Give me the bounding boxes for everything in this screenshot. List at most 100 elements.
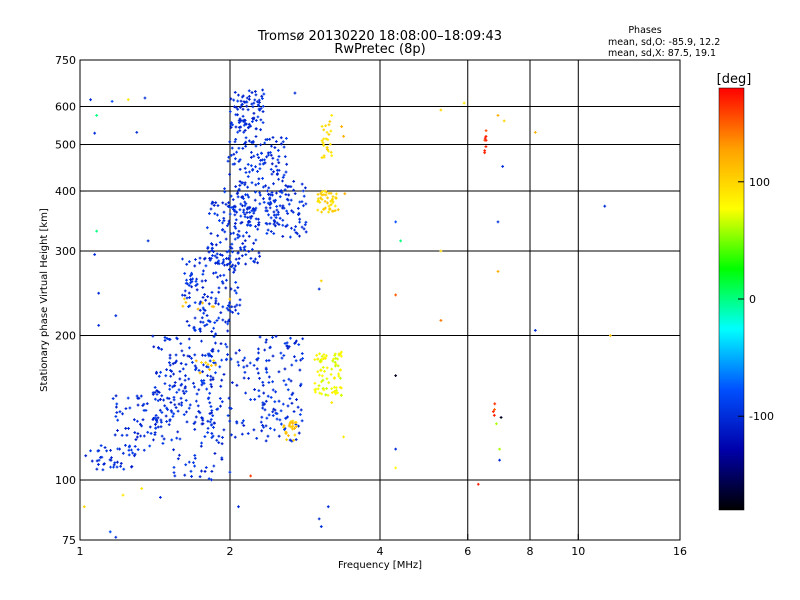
data-point [257,351,260,355]
data-point [194,415,198,419]
data-point [238,303,242,307]
data-point [257,223,260,227]
data-point [394,447,398,451]
data-point [173,361,177,365]
data-point [140,487,144,490]
data-point [128,406,132,410]
data-point [271,156,275,160]
data-point [258,167,262,171]
data-point [261,403,265,407]
data-point [330,367,334,371]
data-point [159,370,162,374]
data-point [237,146,241,150]
data-point [175,337,179,341]
data-point [112,465,115,469]
data-point [226,224,229,228]
data-point [165,406,169,410]
data-point [300,352,304,355]
data-point [243,245,247,249]
data-point [233,237,237,241]
colorbar-tick-label: 100 [749,176,770,189]
data-point [212,204,216,207]
data-point [133,444,137,448]
data-point [259,106,263,110]
data-point [205,323,209,326]
data-point [209,296,213,300]
data-point [234,257,238,261]
data-point [187,406,191,410]
data-point [609,334,612,337]
data-point [139,434,143,438]
y-axis-ticks: 75 100 200 300 400 500 600 750 [55,54,86,547]
data-point [209,423,213,427]
data-point [264,184,267,188]
data-point [206,431,210,434]
data-point [222,210,226,214]
data-point [286,388,290,392]
data-point [274,140,278,143]
data-point [208,401,212,405]
data-point [261,177,264,180]
data-point [256,103,260,107]
data-point [113,433,117,437]
data-point [256,356,260,360]
data-point [249,156,253,159]
data-point [199,444,203,448]
data-point [254,225,257,228]
data-point [188,296,191,299]
data-point [283,367,287,371]
data-point [295,339,298,343]
data-point [292,188,296,192]
data-point [293,421,297,425]
data-point [205,226,209,230]
data-point [236,99,240,103]
data-point [291,210,295,214]
chart-subtitle: RwPretec (8p) [334,42,425,57]
data-point [314,387,318,391]
data-point [248,170,251,174]
data-point [146,239,150,243]
data-point [214,332,218,336]
data-point [268,346,272,350]
data-point [216,275,219,279]
data-point [191,361,194,364]
data-point [192,381,195,385]
data-point [273,146,277,149]
data-point [256,170,259,173]
data-point [169,374,173,378]
data-point [236,360,240,364]
data-point [209,405,213,408]
data-point [214,297,218,301]
data-point [248,206,251,210]
data-point [214,243,218,247]
data-point [228,245,232,249]
data-point [211,254,214,257]
data-point [200,422,204,426]
data-point [238,180,242,183]
data-point [114,394,118,398]
data-point [237,262,240,266]
data-point [217,349,220,353]
data-point [254,93,258,97]
data-point [238,184,242,187]
data-point [197,388,201,392]
data-point [279,409,283,413]
data-point [113,461,117,465]
data-point [213,212,217,216]
data-point [252,154,256,158]
data-point [233,225,237,228]
data-point [194,366,198,370]
data-point [243,142,247,145]
data-point [202,311,206,315]
data-point [226,329,230,333]
data-point [267,375,271,379]
data-point [264,340,268,344]
data-point [206,419,210,423]
data-point [228,140,232,144]
data-point [206,352,210,356]
data-point [149,432,153,435]
stats-line-x: mean, sd,X: 87.5, 19.1 [608,48,716,59]
data-point [167,361,171,365]
data-point [84,454,88,458]
data-point [184,374,187,378]
